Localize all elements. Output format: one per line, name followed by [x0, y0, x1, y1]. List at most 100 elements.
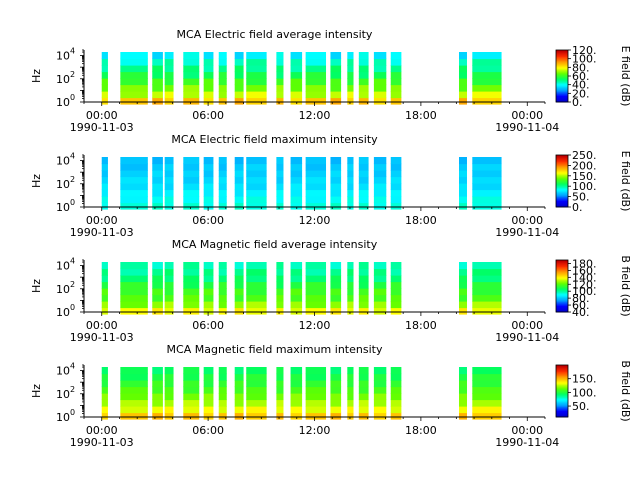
colorbar-tick-label: 100.	[572, 285, 597, 298]
data-cell	[101, 307, 108, 315]
data-cell	[390, 189, 402, 197]
data-cell	[234, 307, 244, 315]
colorbar-step	[556, 297, 568, 300]
colorbar-step	[556, 81, 568, 83]
data-cell	[305, 163, 327, 171]
x-tick-label: 18:00	[405, 424, 437, 437]
colorbar-step	[556, 162, 568, 165]
colorbar-tick-label: 150.	[572, 170, 597, 183]
data-cell	[373, 393, 387, 401]
data-cell	[290, 386, 303, 394]
data-cell	[203, 163, 214, 171]
data-cell	[152, 183, 163, 191]
x-tick-date: 1990-11-04	[495, 331, 559, 344]
colorbar-step	[556, 177, 568, 179]
data-cell	[330, 393, 342, 401]
data-cell	[472, 301, 502, 309]
data-cell	[120, 202, 148, 210]
data-cell	[234, 71, 244, 79]
data-cell	[234, 373, 244, 381]
data-cell	[234, 202, 244, 210]
data-cell	[218, 301, 227, 309]
colorbar-step	[556, 394, 568, 397]
data-cell	[390, 380, 402, 388]
x-tick-date: 1990-11-03	[70, 436, 134, 449]
data-cell	[459, 157, 467, 165]
data-cell	[234, 97, 244, 105]
data-cell	[290, 84, 303, 92]
data-block	[246, 52, 267, 105]
data-block	[203, 157, 214, 210]
data-block	[290, 367, 303, 420]
data-block	[290, 52, 303, 105]
data-cell	[330, 262, 342, 270]
data-cell	[347, 288, 354, 296]
colorbar-step	[556, 61, 568, 64]
colorbar-step	[556, 91, 568, 94]
colorbar-step	[556, 79, 568, 82]
data-cell	[305, 65, 327, 73]
data-cell	[373, 288, 387, 296]
data-cell	[390, 406, 402, 414]
colorbar-step	[556, 52, 568, 55]
data-cell	[373, 281, 387, 289]
data-block	[101, 52, 108, 105]
colorbar-step	[556, 161, 568, 164]
colorbar-step	[556, 63, 568, 65]
data-cell	[152, 91, 163, 99]
data-cell	[276, 157, 284, 165]
data-cell	[305, 176, 327, 184]
data-cell	[246, 78, 267, 86]
data-cell	[183, 196, 200, 204]
data-cell	[152, 288, 163, 296]
colorbar-label: E field (dB)	[619, 151, 632, 212]
colorbar-step	[556, 166, 568, 169]
data-cell	[120, 393, 148, 401]
data-cell	[290, 406, 303, 414]
data-block	[152, 52, 163, 105]
colorbar: 40.60.80.100.120.140.160.180. B field (dB…	[555, 255, 632, 319]
colorbar-step	[556, 94, 568, 96]
data-cell	[276, 288, 284, 296]
data-cell	[152, 386, 163, 394]
data-cell	[183, 91, 200, 99]
data-cell	[120, 157, 148, 165]
data-cell	[459, 91, 467, 99]
data-cell	[358, 163, 369, 171]
data-cell	[120, 58, 148, 66]
data-cell	[358, 52, 369, 60]
data-cell	[234, 58, 244, 66]
data-cell	[246, 307, 267, 315]
y-tick-label: 10	[56, 388, 70, 401]
colorbar-step	[556, 372, 568, 375]
colorbar-step	[556, 276, 568, 279]
data-cell	[390, 412, 402, 420]
colorbar-step	[556, 273, 568, 275]
data-block	[390, 367, 402, 420]
data-cell	[120, 170, 148, 178]
data-cell	[347, 170, 354, 178]
data-cell	[305, 373, 327, 381]
data-cell	[276, 412, 284, 420]
colorbar-tick-label: 100.	[572, 180, 597, 193]
colorbar-step	[556, 174, 568, 177]
data-block	[459, 52, 467, 105]
data-cell	[290, 78, 303, 86]
x-tick-label: 12:00	[299, 319, 331, 332]
data-cell	[290, 288, 303, 296]
colorbar-step	[556, 168, 568, 170]
data-cell	[390, 275, 402, 283]
colorbar-step	[556, 266, 568, 269]
x-tick-label: 00:00	[511, 424, 543, 437]
data-cell	[183, 170, 200, 178]
data-cell	[152, 176, 163, 184]
data-cell	[330, 58, 342, 66]
data-cell	[164, 301, 174, 309]
data-cell	[459, 386, 467, 394]
data-cell	[246, 183, 267, 191]
colorbar-step	[556, 304, 568, 306]
data-cell	[183, 163, 200, 171]
data-cell	[276, 268, 284, 276]
data-cell	[358, 58, 369, 66]
data-cell	[183, 294, 200, 302]
